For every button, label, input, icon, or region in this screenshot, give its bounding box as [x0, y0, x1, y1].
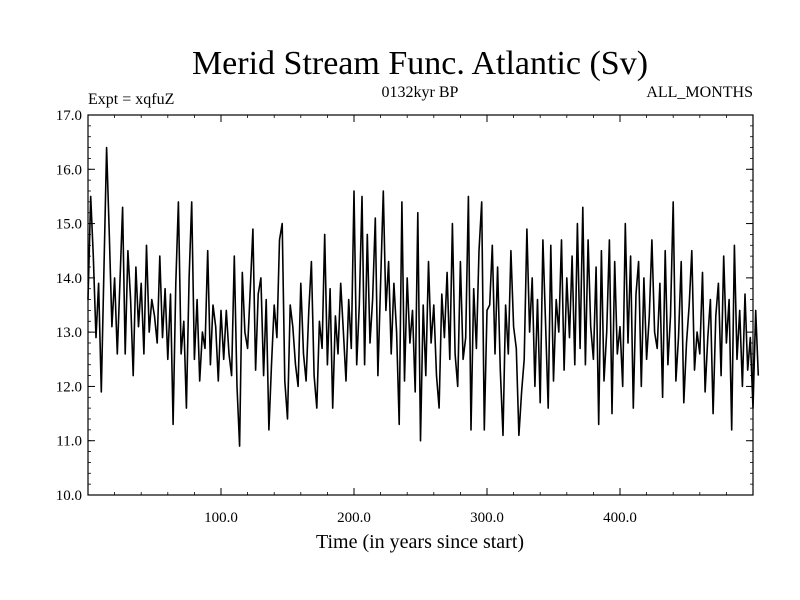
- x-tick-label: 400.0: [603, 510, 637, 526]
- x-tick-label: 200.0: [337, 510, 371, 526]
- y-tick-label: 10.0: [56, 488, 82, 504]
- chart-subtitle-right: ALL_MONTHS: [646, 84, 753, 101]
- chart-title: Merid Stream Func. Atlantic (Sv): [192, 45, 648, 82]
- chart-subtitle-center: 0132kyr BP: [382, 84, 459, 101]
- plot-frame: [87, 114, 754, 496]
- y-tick-label: 17.0: [56, 108, 82, 124]
- y-tick-label: 15.0: [56, 217, 82, 233]
- y-tick-label: 12.0: [56, 379, 82, 395]
- series-line: [87, 146, 760, 447]
- y-tick-label: 16.0: [56, 162, 82, 178]
- y-axis: 10.0 11.0 12.0 13.0 14.0 15.0 16.0 17.0: [56, 108, 753, 504]
- y-tick-label: 11.0: [56, 434, 82, 450]
- plot-area: 100.0 200.0 300.0 400.0 10.0 11.0 12.0 13.0 14.…: [56, 108, 760, 526]
- chart-subtitle-left: Expt = xqfuZ: [88, 91, 174, 108]
- x-axis-label: Time (in years since start): [316, 531, 524, 553]
- x-axis: 100.0 200.0 300.0 400.0: [114, 115, 727, 526]
- y-tick-label: 13.0: [56, 325, 82, 341]
- x-tick-label: 300.0: [470, 510, 504, 526]
- x-tick-label: 100.0: [204, 510, 238, 526]
- y-tick-label: 14.0: [56, 271, 82, 287]
